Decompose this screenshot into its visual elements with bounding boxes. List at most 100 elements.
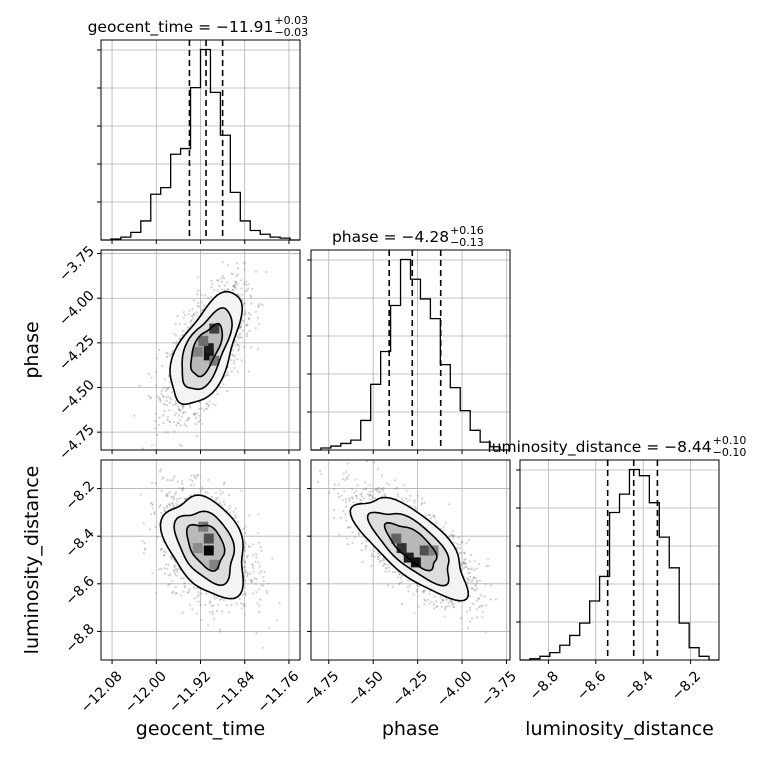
- sample-point: [349, 526, 352, 529]
- sample-point: [244, 560, 247, 564]
- sample-point: [245, 323, 248, 326]
- sample-point: [154, 412, 157, 415]
- sample-point: [150, 376, 153, 379]
- sample-point: [188, 309, 191, 312]
- sample-point: [174, 323, 177, 326]
- sample-point: [250, 579, 253, 582]
- sample-point: [160, 511, 163, 514]
- sample-point: [237, 348, 241, 351]
- sample-point: [235, 275, 238, 278]
- sample-point: [168, 479, 172, 482]
- sample-point: [240, 287, 243, 290]
- density-cell: [198, 521, 209, 532]
- sample-point: [260, 549, 263, 553]
- sample-point: [187, 590, 191, 593]
- sample-point: [265, 591, 268, 595]
- sample-point: [190, 323, 193, 326]
- sample-point: [485, 564, 488, 568]
- sample-point: [318, 469, 322, 472]
- contour-line: [190, 322, 224, 378]
- sample-point: [149, 396, 152, 399]
- sample-point: [244, 549, 247, 552]
- title-upper-error: +0.10: [713, 434, 747, 447]
- sample-point: [433, 595, 436, 598]
- sample-point: [141, 539, 144, 543]
- sample-point: [213, 597, 216, 600]
- sample-point: [246, 289, 249, 292]
- sample-point: [458, 543, 461, 546]
- sample-point: [195, 477, 198, 480]
- sample-point: [184, 497, 187, 500]
- sample-point: [250, 287, 254, 291]
- sample-point: [234, 280, 237, 283]
- sample-point: [186, 418, 189, 421]
- sample-point: [178, 414, 181, 417]
- sample-point: [186, 326, 189, 329]
- sample-point: [166, 404, 169, 407]
- sample-point: [466, 577, 469, 580]
- sample-point: [149, 528, 152, 531]
- sample-point: [151, 444, 154, 447]
- hist-panel-phase: phase = −4.28 +0.16−0.13: [307, 224, 511, 454]
- sample-point: [193, 597, 196, 600]
- sample-point: [218, 501, 221, 504]
- sample-point: [448, 605, 451, 608]
- sample-point: [167, 431, 170, 434]
- density-cell: [209, 323, 220, 334]
- sample-point: [468, 575, 472, 578]
- sample-point: [467, 580, 470, 583]
- sample-point: [196, 474, 199, 477]
- sample-point: [243, 531, 247, 535]
- sample-point: [384, 570, 387, 573]
- y-tick-label: −4.25: [56, 332, 98, 374]
- sample-point: [181, 404, 184, 407]
- sample-point: [214, 499, 217, 502]
- sample-point: [257, 304, 260, 307]
- sample-point: [207, 624, 210, 627]
- title-upper-error: +0.16: [450, 224, 484, 237]
- panel-title: phase = −4.28: [332, 228, 449, 246]
- sample-point: [225, 509, 228, 512]
- sample-point: [166, 352, 169, 355]
- sample-point: [197, 591, 200, 594]
- sample-point: [481, 616, 484, 619]
- sample-point: [384, 563, 387, 566]
- sample-point: [165, 493, 168, 496]
- sample-point: [154, 427, 157, 430]
- sample-point: [386, 567, 389, 570]
- sample-point: [221, 610, 224, 613]
- sample-point: [234, 339, 237, 342]
- x-tick-label: −11.76: [255, 668, 303, 716]
- sample-point: [221, 288, 224, 291]
- sample-point: [451, 535, 454, 538]
- sample-point: [184, 322, 187, 326]
- sample-point: [210, 495, 213, 499]
- sample-point: [453, 541, 456, 544]
- sample-point: [393, 479, 396, 482]
- sample-point: [167, 574, 170, 577]
- contour-line: [185, 523, 226, 572]
- sample-point: [175, 341, 178, 344]
- sample-point: [158, 506, 161, 509]
- sample-point: [221, 261, 224, 264]
- sample-point: [225, 604, 228, 607]
- sample-point: [471, 617, 474, 620]
- sample-point: [416, 494, 419, 497]
- sample-point: [159, 504, 162, 507]
- sample-point: [239, 333, 242, 336]
- sample-point: [232, 288, 235, 292]
- sample-point: [157, 396, 160, 399]
- sample-point: [371, 495, 374, 498]
- sample-point: [151, 507, 154, 510]
- sample-point: [236, 273, 239, 276]
- sample-point: [174, 400, 177, 403]
- sample-point: [489, 598, 492, 601]
- sample-point: [263, 570, 266, 573]
- sample-point: [228, 494, 231, 497]
- sample-point: [170, 391, 173, 394]
- sample-point: [360, 492, 363, 495]
- sample-point: [343, 490, 346, 493]
- sample-point: [480, 604, 483, 608]
- sample-point: [168, 582, 171, 586]
- sample-point: [210, 279, 213, 282]
